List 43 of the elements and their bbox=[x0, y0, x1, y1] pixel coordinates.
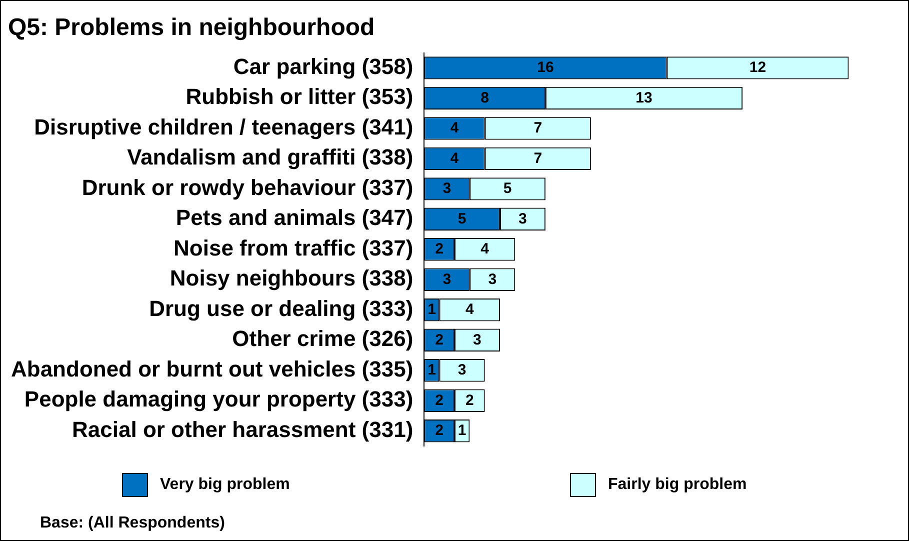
y-tick-label: Disruptive children / teenagers (341) bbox=[34, 114, 414, 140]
data-label: 1 bbox=[428, 301, 436, 318]
data-label: 2 bbox=[435, 240, 444, 258]
data-label: 3 bbox=[442, 270, 452, 288]
y-tick-label: Abandoned or burnt out vehicles (335) bbox=[11, 356, 414, 382]
y-tick-label: People damaging your property (333) bbox=[24, 386, 414, 412]
text: Q5: Problems in neighbourhood bbox=[8, 14, 375, 42]
data-label: 2 bbox=[435, 331, 444, 348]
data-label: 1 bbox=[458, 422, 466, 440]
y-tick-label: Drunk or rowdy behaviour (337) bbox=[82, 174, 414, 200]
data-label: 2 bbox=[435, 392, 444, 409]
y-tick-label: Racial or other harassment (331) bbox=[72, 416, 414, 442]
data-label: 5 bbox=[503, 180, 512, 198]
data-label: 7 bbox=[534, 120, 542, 137]
data-label: 4 bbox=[465, 301, 474, 318]
data-label: 3 bbox=[473, 331, 482, 348]
data-label: 3 bbox=[442, 180, 452, 198]
data-label: 12 bbox=[749, 59, 766, 76]
y-tick-label: Drug use or dealing (333) bbox=[149, 296, 414, 321]
y-tick-label: Noisy neighbours (338) bbox=[170, 266, 414, 291]
y-tick-label: Rubbish or litter (353) bbox=[186, 84, 414, 110]
data-label: 5 bbox=[458, 210, 466, 228]
data-label: 2 bbox=[465, 392, 474, 409]
legend-label: Fairly big problem bbox=[608, 476, 747, 494]
data-label: 3 bbox=[488, 270, 497, 288]
y-tick-label: Pets and animals (347) bbox=[176, 205, 414, 230]
data-label: 13 bbox=[636, 89, 652, 106]
data-label: 2 bbox=[435, 422, 444, 440]
data-label: 16 bbox=[537, 59, 554, 76]
y-tick-label: Noise from traffic (337) bbox=[174, 235, 414, 260]
data-label: 3 bbox=[458, 362, 466, 379]
data-label: 1 bbox=[428, 362, 436, 379]
data-label: 3 bbox=[518, 210, 527, 228]
data-label: 4 bbox=[450, 150, 460, 167]
y-tick-label: Other crime (326) bbox=[232, 326, 414, 352]
data-label: 4 bbox=[450, 120, 460, 137]
data-label: 4 bbox=[480, 240, 490, 258]
legend-label: Very big problem bbox=[160, 476, 290, 494]
y-tick-label: Vandalism and graffiti (338) bbox=[127, 144, 414, 170]
y-tick-label: Car parking (358) bbox=[233, 54, 414, 79]
data-label: 7 bbox=[534, 150, 542, 167]
data-label: 8 bbox=[480, 89, 489, 106]
text: Base: (All Respondents) bbox=[40, 514, 225, 532]
